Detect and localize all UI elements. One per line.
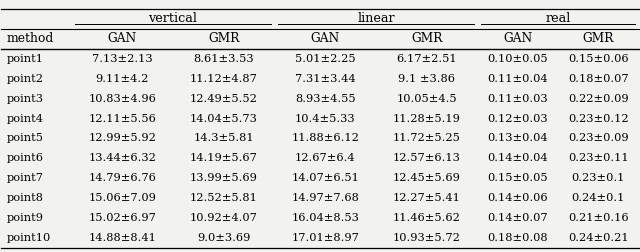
Text: 14.04±5.73: 14.04±5.73 xyxy=(190,113,258,123)
Text: 0.21±0.16: 0.21±0.16 xyxy=(568,213,628,223)
Text: linear: linear xyxy=(357,12,395,25)
Text: 13.99±5.69: 13.99±5.69 xyxy=(190,173,258,183)
Text: GMR: GMR xyxy=(208,32,239,45)
Text: 8.61±3.53: 8.61±3.53 xyxy=(193,54,254,64)
Text: 0.15±0.06: 0.15±0.06 xyxy=(568,54,628,64)
Text: point10: point10 xyxy=(6,233,51,243)
Text: 0.23±0.1: 0.23±0.1 xyxy=(572,173,625,183)
Text: 9.11±4.2: 9.11±4.2 xyxy=(95,74,149,84)
Text: 11.88±6.12: 11.88±6.12 xyxy=(291,134,359,143)
Text: 0.24±0.1: 0.24±0.1 xyxy=(572,193,625,203)
Text: GMR: GMR xyxy=(411,32,442,45)
Text: real: real xyxy=(545,12,571,25)
Text: 8.93±4.55: 8.93±4.55 xyxy=(295,93,356,104)
Text: point6: point6 xyxy=(6,153,44,163)
Text: 0.14±0.04: 0.14±0.04 xyxy=(488,153,548,163)
Text: 0.23±0.11: 0.23±0.11 xyxy=(568,153,628,163)
Text: 15.02±6.97: 15.02±6.97 xyxy=(88,213,156,223)
Text: 16.04±8.53: 16.04±8.53 xyxy=(291,213,359,223)
Text: point8: point8 xyxy=(6,193,44,203)
Text: 14.19±5.67: 14.19±5.67 xyxy=(190,153,258,163)
Text: 0.18±0.08: 0.18±0.08 xyxy=(488,233,548,243)
Text: 10.05±4.5: 10.05±4.5 xyxy=(396,93,457,104)
Text: 12.11±5.56: 12.11±5.56 xyxy=(88,113,156,123)
Text: 14.97±7.68: 14.97±7.68 xyxy=(291,193,359,203)
Text: 13.44±6.32: 13.44±6.32 xyxy=(88,153,156,163)
Text: 14.88±8.41: 14.88±8.41 xyxy=(88,233,156,243)
Text: 0.23±0.09: 0.23±0.09 xyxy=(568,134,628,143)
Text: 14.79±6.76: 14.79±6.76 xyxy=(88,173,156,183)
Text: 0.11±0.03: 0.11±0.03 xyxy=(488,93,548,104)
Text: 11.28±5.19: 11.28±5.19 xyxy=(393,113,461,123)
Text: GAN: GAN xyxy=(310,32,340,45)
Text: 12.49±5.52: 12.49±5.52 xyxy=(190,93,258,104)
Text: 0.14±0.06: 0.14±0.06 xyxy=(488,193,548,203)
Text: 12.99±5.92: 12.99±5.92 xyxy=(88,134,156,143)
Text: point9: point9 xyxy=(6,213,44,223)
Text: vertical: vertical xyxy=(148,12,198,25)
Text: 14.3±5.81: 14.3±5.81 xyxy=(193,134,254,143)
Text: GAN: GAN xyxy=(503,32,532,45)
Text: 14.07±6.51: 14.07±6.51 xyxy=(291,173,359,183)
Text: 0.22±0.09: 0.22±0.09 xyxy=(568,93,628,104)
Text: 10.4±5.33: 10.4±5.33 xyxy=(295,113,356,123)
Text: 7.31±3.44: 7.31±3.44 xyxy=(295,74,356,84)
Text: 0.12±0.03: 0.12±0.03 xyxy=(488,113,548,123)
Text: 9.0±3.69: 9.0±3.69 xyxy=(197,233,250,243)
Text: point1: point1 xyxy=(6,54,44,64)
Text: 7.13±2.13: 7.13±2.13 xyxy=(92,54,152,64)
Text: 0.18±0.07: 0.18±0.07 xyxy=(568,74,628,84)
Text: method: method xyxy=(6,32,54,45)
Text: GMR: GMR xyxy=(582,32,614,45)
Text: 12.52±5.81: 12.52±5.81 xyxy=(190,193,258,203)
Text: 12.27±5.41: 12.27±5.41 xyxy=(393,193,461,203)
Text: 10.83±4.96: 10.83±4.96 xyxy=(88,93,156,104)
Text: 12.57±6.13: 12.57±6.13 xyxy=(393,153,461,163)
Text: 10.93±5.72: 10.93±5.72 xyxy=(393,233,461,243)
Text: 11.72±5.25: 11.72±5.25 xyxy=(393,134,461,143)
Text: 11.46±5.62: 11.46±5.62 xyxy=(393,213,461,223)
Text: 0.15±0.05: 0.15±0.05 xyxy=(488,173,548,183)
Text: point5: point5 xyxy=(6,134,44,143)
Text: 12.45±5.69: 12.45±5.69 xyxy=(393,173,461,183)
Text: 5.01±2.25: 5.01±2.25 xyxy=(295,54,356,64)
Text: point3: point3 xyxy=(6,93,44,104)
Text: 0.10±0.05: 0.10±0.05 xyxy=(488,54,548,64)
Text: 11.12±4.87: 11.12±4.87 xyxy=(190,74,258,84)
Text: point4: point4 xyxy=(6,113,44,123)
Text: 15.06±7.09: 15.06±7.09 xyxy=(88,193,156,203)
Text: 12.67±6.4: 12.67±6.4 xyxy=(295,153,356,163)
Text: 6.17±2.51: 6.17±2.51 xyxy=(396,54,457,64)
Text: GAN: GAN xyxy=(108,32,137,45)
Text: 17.01±8.97: 17.01±8.97 xyxy=(291,233,359,243)
Text: 0.13±0.04: 0.13±0.04 xyxy=(488,134,548,143)
Text: 9.1 ±3.86: 9.1 ±3.86 xyxy=(398,74,455,84)
Text: 0.23±0.12: 0.23±0.12 xyxy=(568,113,628,123)
Text: 0.11±0.04: 0.11±0.04 xyxy=(488,74,548,84)
Text: point7: point7 xyxy=(6,173,44,183)
Text: 10.92±4.07: 10.92±4.07 xyxy=(190,213,258,223)
Text: point2: point2 xyxy=(6,74,44,84)
Text: 0.14±0.07: 0.14±0.07 xyxy=(488,213,548,223)
Text: 0.24±0.21: 0.24±0.21 xyxy=(568,233,628,243)
